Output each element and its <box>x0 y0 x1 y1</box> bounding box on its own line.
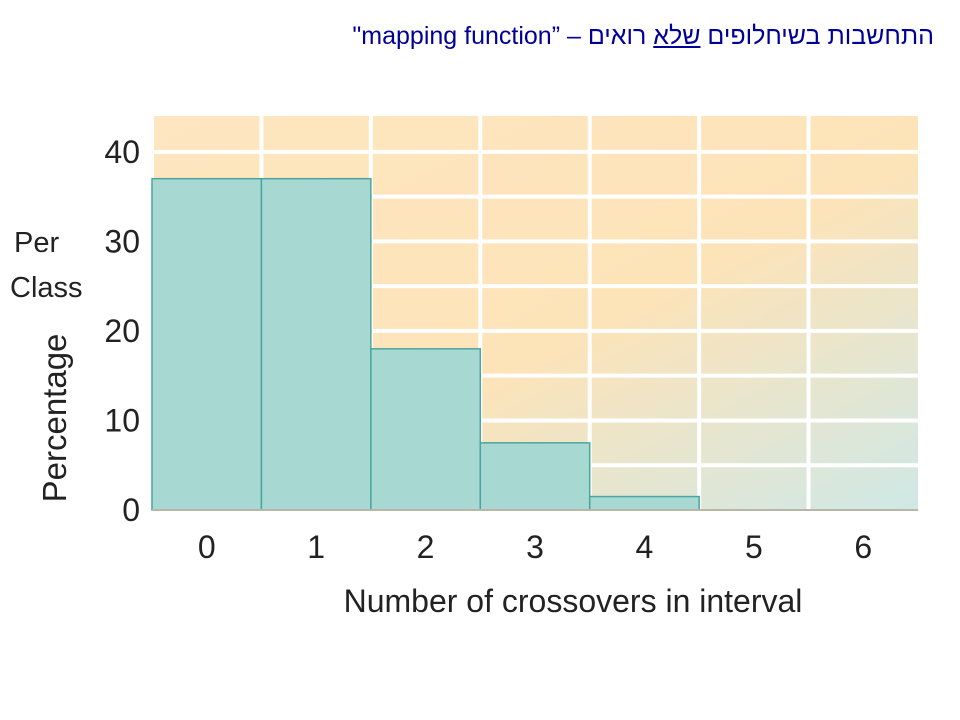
x-tick-2: 2 <box>417 529 435 565</box>
bar-3 <box>479 442 591 511</box>
y-axis-label-percentage: Percentage <box>36 334 73 503</box>
y-axis-label-class: Class <box>10 272 83 304</box>
x-axis-label: Number of crossovers in interval <box>344 583 803 619</box>
y-tick-10: 10 <box>104 402 140 438</box>
bar-1 <box>260 177 372 511</box>
slide-title: התחשבות בשיחלופים שלא רואים – ”mapping f… <box>352 22 934 51</box>
bars <box>151 177 918 511</box>
y-tick-20: 20 <box>104 313 140 349</box>
x-tick-1: 1 <box>307 529 325 565</box>
y-axis-label-per: Per <box>14 227 59 259</box>
title-part-1: התחשבות בשיחלופים <box>700 22 934 50</box>
y-tick-0: 0 <box>122 492 140 528</box>
y-tick-40: 40 <box>104 134 140 170</box>
title-underlined-word: שלא <box>653 22 701 50</box>
title-part-2: רואים – ”mapping function" <box>352 22 654 50</box>
y-tick-30: 30 <box>104 223 140 259</box>
x-tick-6: 6 <box>854 529 872 565</box>
x-tick-labels: 0 1 2 3 4 5 6 <box>198 529 872 565</box>
x-tick-3: 3 <box>526 529 544 565</box>
x-tick-5: 5 <box>745 529 763 565</box>
bar-2 <box>370 348 482 511</box>
bar-4 <box>588 495 700 511</box>
bar-0 <box>151 177 263 511</box>
x-tick-0: 0 <box>198 529 216 565</box>
x-tick-4: 4 <box>636 529 654 565</box>
y-tick-labels: 0 10 20 30 40 <box>104 134 140 528</box>
